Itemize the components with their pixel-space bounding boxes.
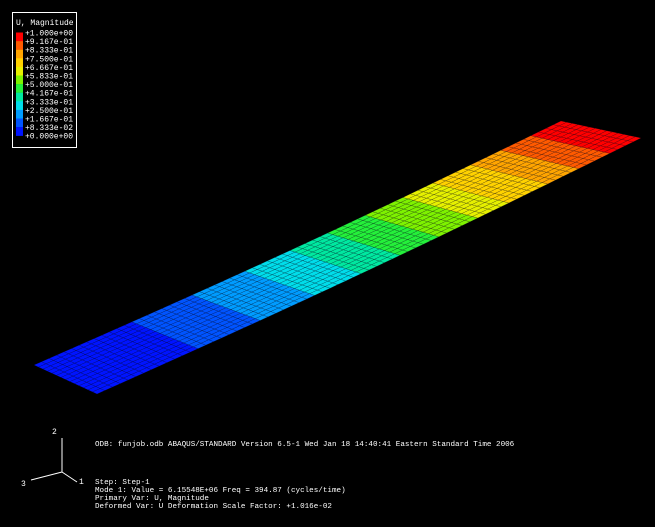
legend-label: +5.000e-01 bbox=[25, 81, 73, 90]
legend-label: +8.333e-02 bbox=[25, 124, 73, 133]
legend-labels: +1.000e+00+9.167e-01+8.333e-01+7.500e-01… bbox=[25, 30, 73, 142]
triad-axis-3-line bbox=[30, 471, 63, 481]
legend-swatch bbox=[16, 92, 23, 102]
axis-triad: 2 1 3 bbox=[21, 428, 84, 489]
legend-swatch bbox=[16, 101, 23, 111]
info-odb-line: ODB: funjob.odb ABAQUS/STANDARD Version … bbox=[95, 441, 515, 449]
legend-label: +1.000e+00 bbox=[25, 30, 73, 39]
legend-swatch bbox=[16, 109, 23, 119]
legend-label: +4.167e-01 bbox=[25, 90, 73, 99]
legend-label: +3.333e-01 bbox=[25, 98, 73, 107]
legend-swatch bbox=[16, 127, 23, 136]
legend-border bbox=[12, 12, 77, 148]
info-block: ODB: funjob.odb ABAQUS/STANDARD Version … bbox=[95, 441, 515, 511]
legend-swatch bbox=[16, 66, 23, 76]
triad-axis-1-line bbox=[61, 471, 78, 483]
legend-swatch bbox=[16, 32, 23, 42]
legend-label: +0.000e+00 bbox=[25, 133, 73, 142]
legend-swatch bbox=[16, 118, 23, 128]
legend-swatch bbox=[16, 41, 23, 50]
legend: U, Magnitude +1.000e+00+9.167e-01+8.333e… bbox=[12, 12, 77, 148]
info-step-line: Step: Step-1 bbox=[95, 479, 150, 487]
legend-label: +1.667e-01 bbox=[25, 116, 73, 125]
legend-label: +8.333e-01 bbox=[25, 47, 73, 56]
info-deformed-var-line: Deformed Var: U Deformation Scale Factor… bbox=[95, 503, 332, 511]
legend-swatch bbox=[16, 84, 23, 93]
deformed-plate-mesh bbox=[33, 120, 642, 395]
info-mode-line: Mode 1: Value = 6.15548E+06 Freq = 394.8… bbox=[95, 487, 346, 495]
legend-title: U, Magnitude bbox=[16, 19, 74, 28]
legend-label: +2.500e-01 bbox=[25, 107, 73, 116]
triad-axis-1-label: 1 bbox=[79, 478, 84, 487]
info-primary-var-line: Primary Var: U, Magnitude bbox=[95, 495, 209, 503]
legend-label: +9.167e-01 bbox=[25, 38, 73, 47]
triad-axis-2-label: 2 bbox=[52, 428, 57, 437]
legend-label: +6.667e-01 bbox=[25, 64, 73, 73]
legend-swatch bbox=[16, 75, 23, 85]
triad-axis-3-label: 3 bbox=[21, 480, 26, 489]
mesh-element bbox=[627, 136, 642, 143]
legend-label: +5.833e-01 bbox=[25, 73, 73, 82]
legend-swatch bbox=[16, 49, 23, 59]
legend-label: +7.500e-01 bbox=[25, 55, 73, 64]
legend-swatch bbox=[16, 58, 23, 68]
legend-swatches bbox=[16, 32, 23, 136]
